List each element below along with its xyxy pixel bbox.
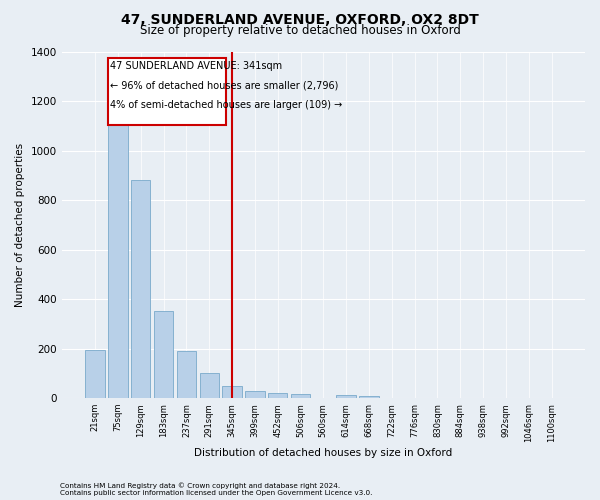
- X-axis label: Distribution of detached houses by size in Oxford: Distribution of detached houses by size …: [194, 448, 452, 458]
- Text: 4% of semi-detached houses are larger (109) →: 4% of semi-detached houses are larger (1…: [110, 100, 343, 110]
- Bar: [200, 374, 219, 398]
- Text: Size of property relative to detached houses in Oxford: Size of property relative to detached ho…: [140, 24, 460, 37]
- FancyBboxPatch shape: [108, 58, 226, 124]
- Bar: [291, 394, 310, 398]
- Bar: [337, 395, 356, 398]
- Text: 47, SUNDERLAND AVENUE, OXFORD, OX2 8DT: 47, SUNDERLAND AVENUE, OXFORD, OX2 8DT: [121, 12, 479, 26]
- Bar: [131, 180, 151, 398]
- Bar: [108, 121, 128, 398]
- Text: ← 96% of detached houses are smaller (2,796): ← 96% of detached houses are smaller (2,…: [110, 80, 339, 90]
- Bar: [177, 351, 196, 398]
- Bar: [245, 391, 265, 398]
- Bar: [223, 386, 242, 398]
- Bar: [154, 312, 173, 398]
- Text: 47 SUNDERLAND AVENUE: 341sqm: 47 SUNDERLAND AVENUE: 341sqm: [110, 62, 283, 72]
- Bar: [268, 392, 287, 398]
- Text: Contains public sector information licensed under the Open Government Licence v3: Contains public sector information licen…: [60, 490, 373, 496]
- Bar: [85, 350, 105, 398]
- Y-axis label: Number of detached properties: Number of detached properties: [15, 142, 25, 307]
- Text: Contains HM Land Registry data © Crown copyright and database right 2024.: Contains HM Land Registry data © Crown c…: [60, 482, 340, 489]
- Bar: [359, 396, 379, 398]
